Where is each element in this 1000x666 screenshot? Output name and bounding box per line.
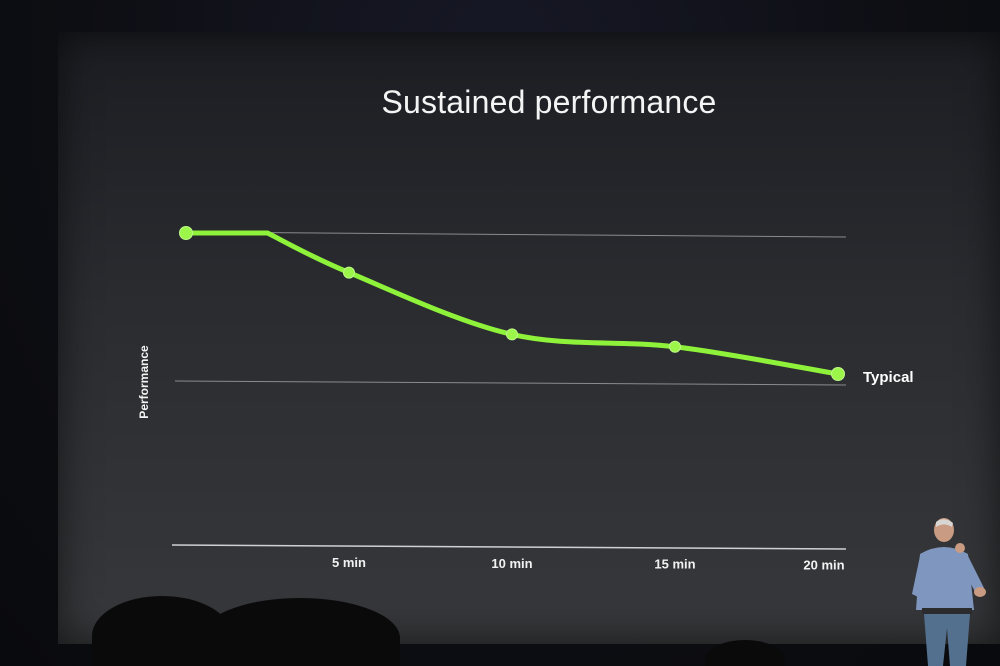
gridline-0	[185, 231, 847, 238]
audience-silhouettes	[0, 596, 1000, 666]
series-line-typical	[183, 230, 841, 377]
x-tick-labels: 5 min 10 min 15 min 20 min	[332, 555, 845, 572]
series-point	[179, 226, 193, 240]
grid-layer	[174, 231, 847, 386]
x-tick-label: 10 min	[491, 556, 532, 571]
series-label-typical: Typical	[863, 369, 914, 386]
series-points	[179, 226, 845, 381]
x-axis-line	[171, 544, 847, 550]
x-tick-label: 15 min	[654, 557, 695, 572]
presenter-figure	[910, 518, 990, 666]
series-point	[831, 367, 845, 381]
series-point	[669, 340, 681, 353]
y-axis-label: Performance	[137, 345, 151, 419]
series-point	[343, 266, 355, 279]
x-tick-label: 5 min	[332, 555, 366, 570]
x-tick-label: 20 min	[803, 557, 844, 572]
gridline-1	[174, 380, 847, 386]
series-point	[506, 328, 518, 341]
chart-title: Sustained performance	[381, 84, 717, 120]
